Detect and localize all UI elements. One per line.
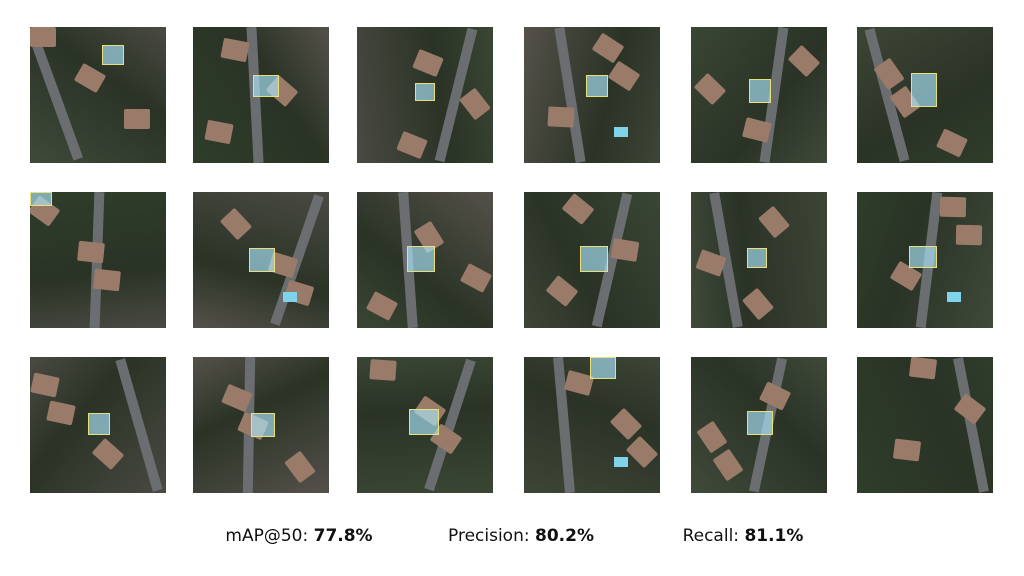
house <box>369 359 397 381</box>
house <box>741 287 775 321</box>
detection-box <box>749 79 771 103</box>
house <box>124 109 150 129</box>
detection-box <box>747 248 767 268</box>
house <box>607 60 641 92</box>
detection-box <box>909 246 937 268</box>
road <box>30 29 83 161</box>
house <box>459 87 491 121</box>
house <box>220 37 250 63</box>
house <box>93 268 121 292</box>
detection-box <box>409 409 439 435</box>
aerial-image <box>857 27 993 163</box>
house <box>939 196 967 218</box>
aerial-image <box>193 27 329 163</box>
aerial-image <box>30 357 166 493</box>
house <box>412 48 444 78</box>
aerial-image <box>524 357 660 493</box>
aerial-image <box>30 192 166 328</box>
metric-label: Precision: <box>448 526 530 546</box>
house <box>609 407 643 441</box>
house <box>396 130 428 160</box>
house <box>892 438 922 462</box>
detection-box <box>88 413 110 435</box>
detection-box <box>586 75 608 97</box>
detection-box <box>407 246 435 272</box>
detection-box <box>251 413 275 437</box>
metric-label: Recall: <box>682 526 740 546</box>
house <box>77 240 105 264</box>
detection-box <box>102 45 124 65</box>
aerial-image <box>357 192 493 328</box>
house <box>758 381 792 411</box>
metric-value: 81.1% <box>744 526 804 546</box>
house <box>545 275 579 307</box>
aerial-image <box>857 357 993 493</box>
house <box>46 400 76 426</box>
house <box>787 44 821 78</box>
aerial-image <box>691 27 827 163</box>
pool <box>947 292 961 302</box>
detection-box <box>590 357 616 379</box>
metric: Precision: 80.2% <box>448 526 594 546</box>
aerial-image <box>691 357 827 493</box>
house <box>561 193 595 225</box>
house <box>908 357 938 380</box>
house <box>204 119 234 145</box>
house <box>712 448 744 482</box>
aerial-image <box>193 357 329 493</box>
pool <box>283 292 297 302</box>
metric-label: mAP@50: <box>225 526 309 546</box>
house <box>693 72 727 106</box>
house <box>591 32 625 64</box>
house <box>547 106 575 128</box>
pool <box>614 457 628 467</box>
detection-box <box>30 192 52 206</box>
house <box>610 238 640 262</box>
house <box>365 291 399 321</box>
road <box>554 27 586 163</box>
house <box>91 437 125 471</box>
aerial-image <box>357 357 493 493</box>
aerial-image <box>691 192 827 328</box>
detection-box <box>747 411 773 435</box>
house <box>757 205 791 239</box>
aerial-image <box>524 27 660 163</box>
metric-value: 80.2% <box>535 526 594 546</box>
house <box>955 224 983 246</box>
detection-box <box>415 83 435 101</box>
house <box>73 62 107 94</box>
house <box>30 372 60 398</box>
house <box>696 420 728 454</box>
road <box>115 358 163 492</box>
road <box>953 357 989 493</box>
aerial-image <box>857 192 993 328</box>
detection-box <box>253 75 279 97</box>
detection-box <box>911 73 937 107</box>
aerial-image <box>193 192 329 328</box>
detection-box <box>580 246 608 272</box>
house <box>30 27 56 47</box>
aerial-image <box>357 27 493 163</box>
detection-box <box>249 248 275 272</box>
aerial-image <box>524 192 660 328</box>
aerial-image <box>30 27 166 163</box>
house <box>935 128 969 158</box>
metric: Recall: 81.1% <box>683 526 804 546</box>
house <box>953 393 987 425</box>
metric-value: 77.8% <box>313 526 373 546</box>
metric: mAP@50: 77.8% <box>225 526 372 546</box>
pool <box>614 127 628 137</box>
house <box>625 435 659 469</box>
house <box>284 450 316 484</box>
house <box>219 207 253 241</box>
house <box>459 263 493 293</box>
